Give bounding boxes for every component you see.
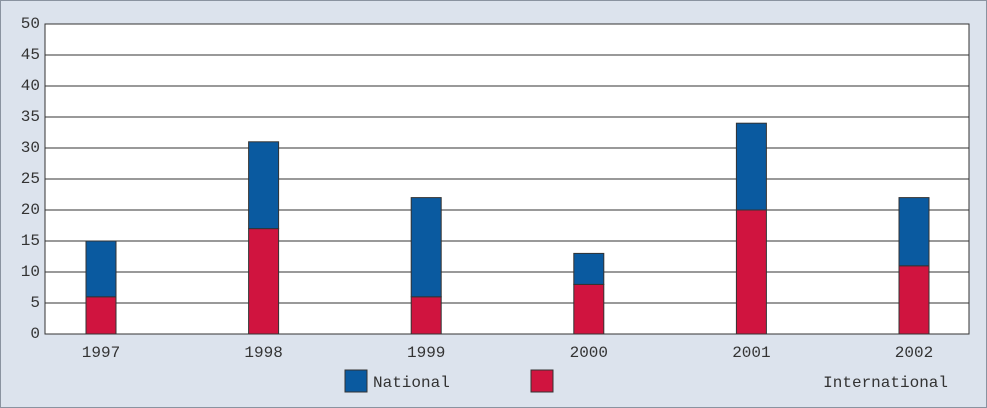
x-tick-label: 1999: [407, 344, 445, 362]
bar-segment: [410, 197, 442, 298]
y-tick-label: 20: [21, 201, 40, 219]
x-tick-label: 2000: [570, 344, 608, 362]
bar-segment: [85, 240, 117, 298]
y-tick-label: 10: [21, 263, 40, 281]
y-tick-label: 30: [21, 139, 40, 157]
y-tick-label: 40: [21, 77, 40, 95]
legend-label: International: [823, 374, 948, 392]
bar-segment: [248, 141, 280, 230]
bar-segment: [735, 209, 767, 335]
bar-segment: [85, 296, 117, 335]
bar-segment: [248, 228, 280, 335]
x-tick-label: 2002: [895, 344, 933, 362]
bar-segment: [898, 265, 930, 335]
y-tick-label: 25: [21, 170, 40, 188]
bar-segment: [573, 252, 605, 285]
x-tick-label: 1997: [82, 344, 120, 362]
x-tick-label: 2001: [732, 344, 770, 362]
y-tick-label: 0: [30, 325, 40, 343]
legend-swatch: [530, 369, 554, 393]
bar-segment: [410, 296, 442, 335]
y-tick-label: 50: [21, 15, 40, 33]
y-tick-label: 35: [21, 108, 40, 126]
legend-swatch: [344, 369, 368, 393]
y-tick-label: 15: [21, 232, 40, 250]
legend-label: National: [373, 374, 450, 392]
y-tick-label: 5: [30, 294, 40, 312]
x-tick-label: 1998: [244, 344, 282, 362]
bar-segment: [735, 122, 767, 211]
bar-segment: [573, 283, 605, 335]
bar-segment: [898, 197, 930, 267]
y-tick-label: 45: [21, 46, 40, 64]
